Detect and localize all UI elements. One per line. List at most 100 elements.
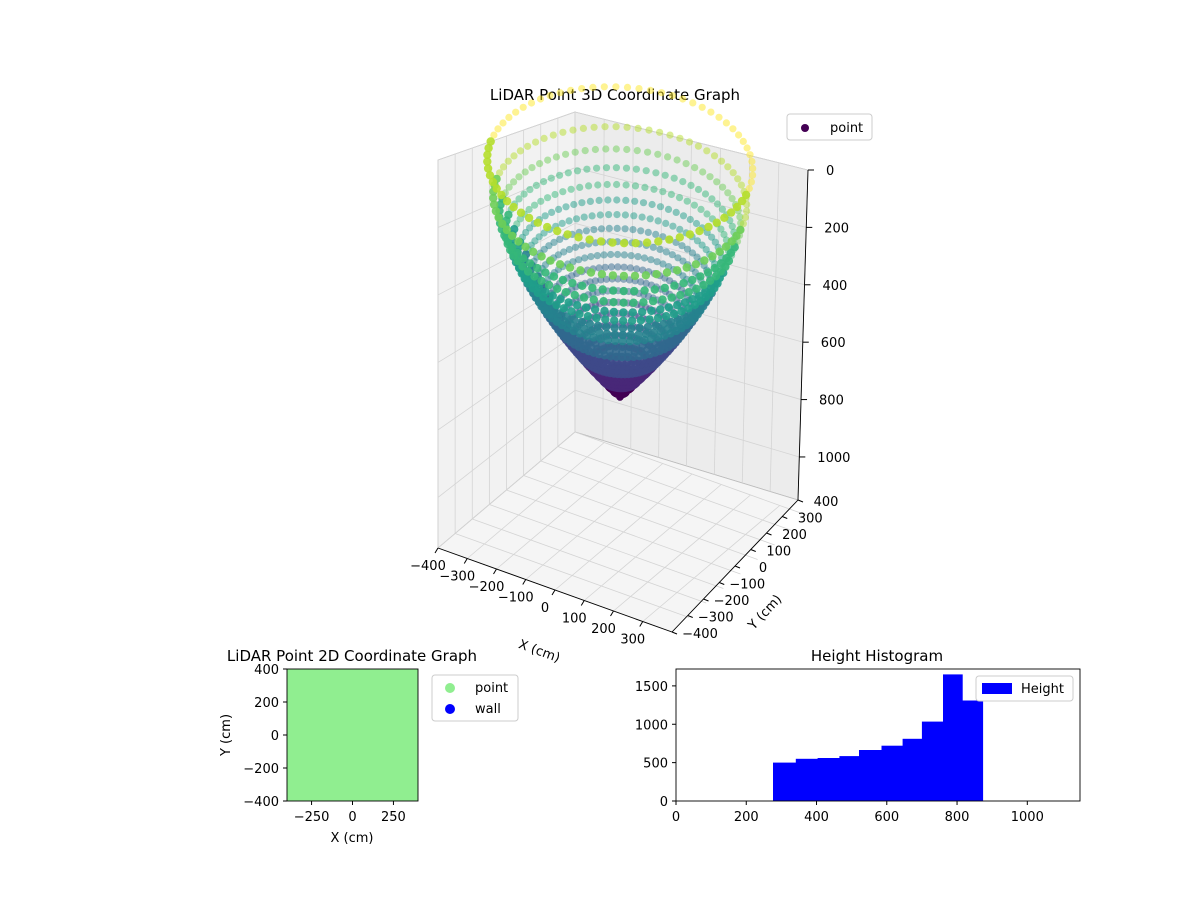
point-marker	[696, 272, 705, 281]
point-marker	[694, 142, 703, 150]
point-marker	[485, 171, 495, 180]
point-marker	[581, 254, 589, 262]
point-marker	[609, 286, 618, 295]
point-marker	[570, 315, 579, 324]
point-marker	[555, 260, 565, 269]
point-marker	[728, 195, 736, 203]
point-marker	[508, 231, 517, 240]
point-marker	[602, 329, 612, 338]
point-marker	[633, 147, 641, 155]
point-marker	[520, 190, 528, 198]
point-marker	[612, 145, 620, 153]
grid-floor-y	[574, 431, 810, 517]
point-marker	[531, 201, 539, 209]
histogram-bar	[839, 756, 860, 801]
point-marker	[641, 329, 651, 338]
point-marker	[612, 164, 621, 172]
grid-wall-left-z	[437, 334, 576, 431]
point-marker	[499, 119, 507, 127]
point-marker	[670, 281, 679, 290]
point-marker	[639, 298, 648, 307]
point-marker	[662, 312, 671, 321]
point-marker	[640, 286, 649, 295]
point-marker	[537, 276, 546, 286]
point-marker	[726, 208, 736, 217]
point-marker	[565, 245, 574, 254]
point-marker	[589, 83, 597, 91]
point-marker	[674, 254, 682, 262]
point-marker	[659, 260, 667, 268]
point-marker	[706, 173, 714, 181]
point-marker	[678, 242, 686, 250]
point-marker	[667, 190, 676, 198]
point-marker	[710, 152, 719, 160]
point-marker	[625, 276, 634, 284]
point-marker	[622, 181, 630, 189]
point-marker	[749, 164, 757, 172]
point-marker	[601, 315, 610, 324]
point-marker	[735, 131, 743, 139]
point-marker	[619, 271, 629, 281]
point-marker	[659, 319, 668, 329]
point-marker	[708, 195, 716, 203]
point-marker	[666, 317, 676, 326]
point-marker	[640, 254, 649, 262]
point-marker	[652, 169, 660, 177]
point-marker	[560, 248, 568, 256]
point-marker	[591, 145, 600, 154]
point-marker	[576, 183, 584, 191]
point-marker	[540, 178, 548, 186]
point-marker	[502, 225, 511, 235]
point-marker	[683, 197, 691, 205]
point-marker	[595, 264, 603, 272]
z-axis-line	[797, 169, 809, 501]
point-marker	[585, 182, 593, 190]
point-marker	[613, 196, 621, 204]
point-marker	[489, 193, 498, 203]
point-marker	[642, 167, 650, 175]
point-marker	[689, 99, 697, 107]
point-marker	[551, 190, 559, 199]
point-marker	[613, 224, 621, 232]
point-marker	[533, 263, 542, 273]
ticks-2d: −250 0 250 −400 −200 0 200 400	[243, 663, 406, 825]
x-tick-label-hist: 600	[874, 810, 899, 825]
point-marker	[610, 316, 619, 325]
point-marker	[565, 217, 573, 225]
point-marker	[629, 226, 637, 234]
point-marker	[679, 95, 687, 103]
y-tick-label-hist: 1000	[635, 718, 668, 733]
point-marker	[483, 150, 492, 159]
point-marker	[492, 184, 501, 193]
x-tick-label-2d: 250	[381, 810, 406, 825]
point-marker	[605, 224, 613, 232]
point-marker	[635, 85, 643, 93]
point-marker	[600, 251, 608, 259]
point-marker	[497, 190, 506, 200]
point-marker	[712, 218, 721, 227]
point-marker	[601, 123, 609, 131]
point-marker	[556, 89, 564, 97]
chart-2d: LiDAR Point 2D Coordinate Graph −250 0 250…	[219, 647, 519, 846]
point-marker	[692, 219, 701, 228]
point-marker	[570, 200, 578, 209]
point-marker	[711, 272, 721, 281]
point-marker	[494, 213, 503, 222]
point-marker	[666, 131, 674, 139]
point-marker	[670, 174, 678, 182]
point-marker	[622, 164, 631, 172]
point-marker	[701, 190, 710, 198]
x-tick-label-hist: 800	[945, 810, 970, 825]
point-marker	[581, 303, 591, 312]
histogram-bar	[943, 674, 963, 801]
point-marker	[544, 194, 552, 202]
point-marker	[559, 304, 568, 313]
point-marker	[590, 123, 598, 131]
point-marker	[654, 217, 662, 225]
histogram-bar	[921, 721, 944, 801]
point-marker	[625, 337, 635, 346]
histogram-bar	[859, 750, 882, 801]
x-tick-label-3d: −100	[498, 591, 534, 606]
y-tick-label-hist: 500	[643, 757, 668, 772]
y-tick-label-3d: 400	[814, 495, 839, 510]
